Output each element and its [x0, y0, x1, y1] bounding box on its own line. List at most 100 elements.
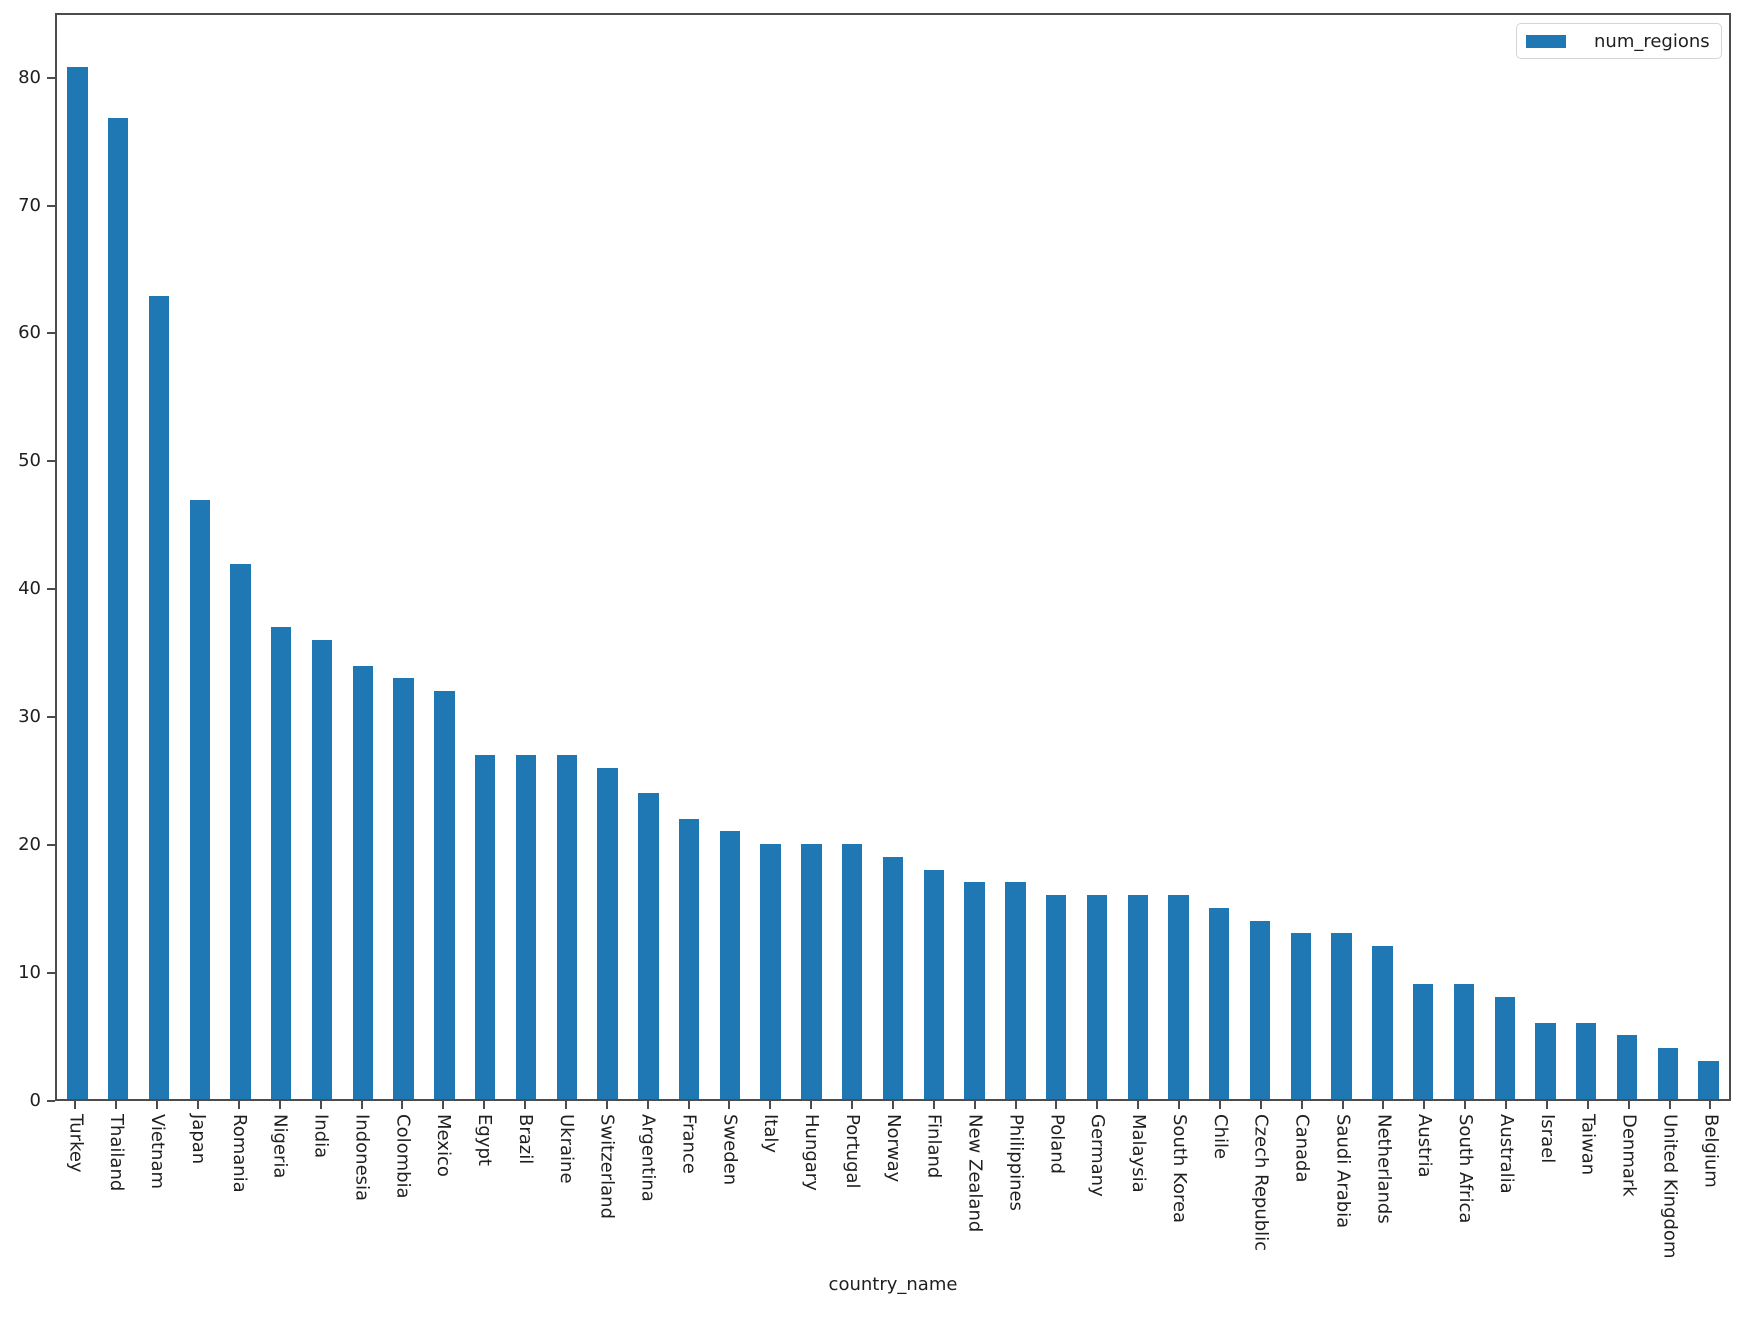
bar: [189, 499, 210, 1099]
bar: [475, 754, 496, 1099]
x-tick-label: Brazil: [514, 1114, 536, 1165]
x-tick-mark: [605, 1101, 608, 1109]
bar-slot: [1280, 15, 1321, 1099]
x-tick-label: Israel: [1536, 1114, 1558, 1164]
x-tick-label: Egypt: [474, 1114, 496, 1166]
x-tick: Norway: [873, 1101, 914, 1258]
bar-slot: [1688, 15, 1729, 1099]
x-tick-mark: [74, 1101, 77, 1109]
bar-slot: [1240, 15, 1281, 1099]
y-tick: 40: [18, 577, 55, 601]
bar-slot: [57, 15, 98, 1099]
x-tick: Philippines: [995, 1101, 1036, 1258]
bar: [1535, 1022, 1556, 1099]
x-tick-label: Thailand: [106, 1114, 128, 1192]
x-tick-mark: [1668, 1101, 1671, 1109]
x-tick-label: Switzerland: [596, 1114, 618, 1219]
x-tick: Sweden: [709, 1101, 750, 1258]
x-tick-mark: [442, 1101, 445, 1109]
x-tick-label: Japan: [187, 1114, 209, 1165]
bar-slot: [995, 15, 1036, 1099]
bar-slot: [465, 15, 506, 1099]
y-tick-mark: [47, 844, 55, 847]
x-tick: Australia: [1486, 1101, 1527, 1258]
x-tick: Denmark: [1608, 1101, 1649, 1258]
legend-label: num_regions: [1594, 30, 1710, 52]
bar: [801, 844, 822, 1099]
x-tick-label: Romania: [228, 1114, 250, 1193]
x-tick: Brazil: [505, 1101, 546, 1258]
x-tick: Saudi Arabia: [1322, 1101, 1363, 1258]
bar-slot: [1077, 15, 1118, 1099]
x-tick: Finland: [913, 1101, 954, 1258]
bar: [1127, 895, 1148, 1099]
x-tick: Turkey: [55, 1101, 96, 1258]
bar-slot: [98, 15, 139, 1099]
y-tick: 80: [18, 66, 55, 90]
x-tick: Portugal: [832, 1101, 873, 1258]
x-tick: Poland: [1036, 1101, 1077, 1258]
bar: [230, 563, 251, 1099]
bar-slot: [424, 15, 465, 1099]
x-tick-label: India: [310, 1114, 332, 1159]
x-tick-label: New Zealand: [964, 1114, 986, 1233]
bar: [638, 793, 659, 1099]
bar-slot: [587, 15, 628, 1099]
x-tick-mark: [483, 1101, 486, 1109]
x-tick-mark: [973, 1101, 976, 1109]
bar-slot: [1321, 15, 1362, 1099]
bar: [760, 844, 781, 1099]
x-tick: United Kingdom: [1649, 1101, 1690, 1258]
x-tick-label: Malaysia: [1128, 1114, 1150, 1193]
x-axis: Turkey Thailand Vietnam Japan Romania Nigeria…: [55, 1101, 1731, 1258]
bar: [1698, 1060, 1719, 1099]
x-tick-label: Colombia: [392, 1114, 414, 1199]
x-tick-mark: [1709, 1101, 1712, 1109]
bars: [57, 15, 1729, 1099]
bar-slot: [1566, 15, 1607, 1099]
bar: [107, 117, 129, 1099]
bar: [352, 665, 374, 1099]
x-tick-mark: [932, 1101, 935, 1109]
x-tick-mark: [687, 1101, 690, 1109]
x-tick-label: Philippines: [1005, 1114, 1027, 1211]
y-tick-label: 70: [18, 194, 41, 216]
bar-slot: [1647, 15, 1688, 1099]
x-tick-mark: [524, 1101, 527, 1109]
x-tick: Argentina: [627, 1101, 668, 1258]
x-tick: Taiwan: [1567, 1101, 1608, 1258]
x-tick-mark: [810, 1101, 813, 1109]
y-tick: 50: [18, 449, 55, 473]
x-tick-mark: [564, 1101, 567, 1109]
bar: [1616, 1035, 1638, 1099]
x-tick-label: Australia: [1495, 1114, 1517, 1194]
x-tick: Malaysia: [1118, 1101, 1159, 1258]
bar: [393, 678, 414, 1099]
bar-slot: [750, 15, 791, 1099]
bar-slot: [1158, 15, 1199, 1099]
bar-slot: [139, 15, 180, 1099]
x-tick-label: Saudi Arabia: [1332, 1114, 1354, 1229]
x-tick-mark: [1218, 1101, 1221, 1109]
x-tick: Belgium: [1690, 1101, 1731, 1258]
bar-slot: [1525, 15, 1566, 1099]
bar-slot: [302, 15, 343, 1099]
legend-swatch-icon: [1526, 34, 1566, 48]
x-tick-label: Finland: [923, 1114, 945, 1179]
bar-slot: [179, 15, 220, 1099]
x-tick: Romania: [219, 1101, 260, 1258]
bar-slot: [791, 15, 832, 1099]
x-tick: Germany: [1077, 1101, 1118, 1258]
bar-slot: [628, 15, 669, 1099]
y-tick-mark: [47, 460, 55, 463]
bar: [1249, 920, 1271, 1099]
x-tick-label: Ukraine: [555, 1114, 577, 1184]
x-tick-mark: [1055, 1101, 1058, 1109]
x-tick-mark: [1014, 1101, 1017, 1109]
y-tick-label: 30: [18, 706, 41, 728]
x-tick: Netherlands: [1363, 1101, 1404, 1258]
bar-slot: [220, 15, 261, 1099]
y-tick-label: 80: [18, 66, 41, 88]
x-tick-mark: [237, 1101, 240, 1109]
